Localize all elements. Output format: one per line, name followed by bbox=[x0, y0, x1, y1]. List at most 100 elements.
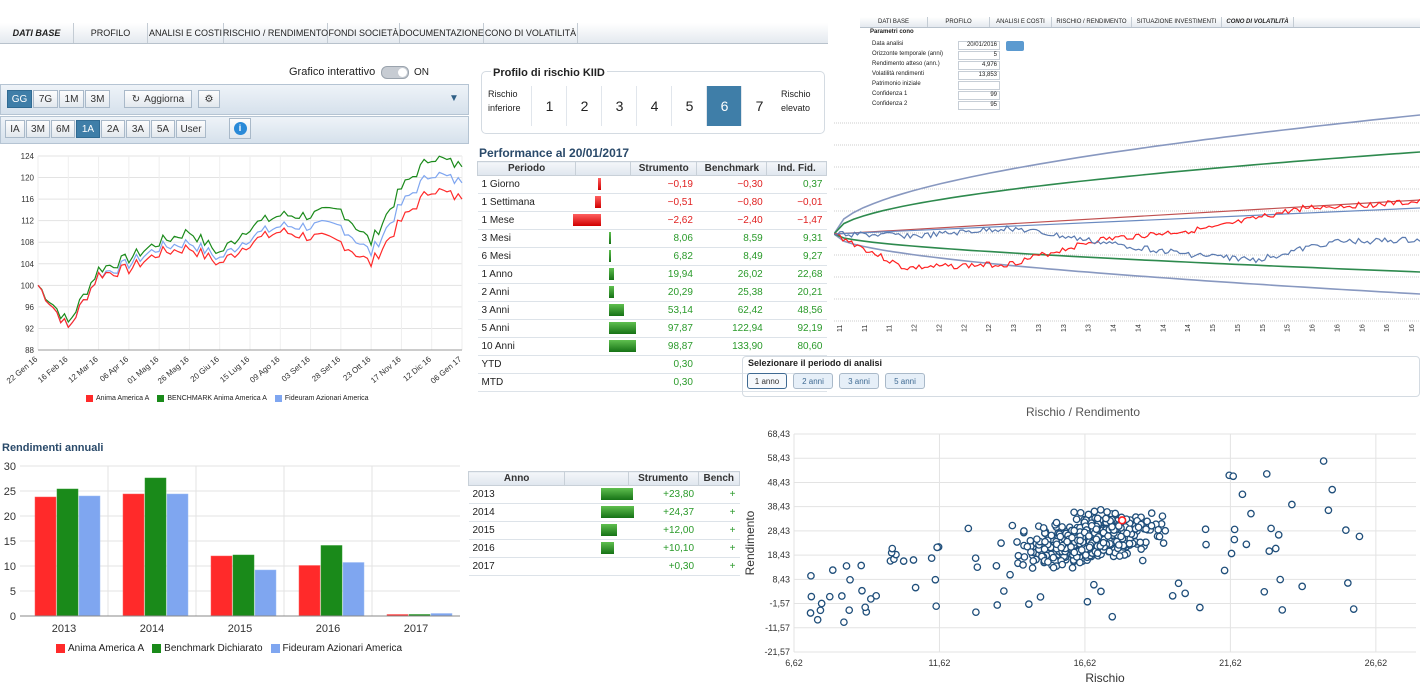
cone-param-value[interactable]: 95 bbox=[958, 101, 1000, 110]
perf-period: 3 Anni bbox=[477, 301, 576, 320]
perf-header: Strumento bbox=[630, 161, 698, 176]
range-button-3m[interactable]: 3M bbox=[26, 120, 50, 138]
annual-year: 2014 bbox=[468, 503, 565, 522]
cone-tab[interactable]: PROFILO bbox=[928, 17, 990, 27]
cone-tab[interactable]: SITUAZIONE INVESTIMENTI bbox=[1132, 17, 1222, 27]
perf-row: 5 Anni 97,87 122,94 92,19 bbox=[477, 319, 827, 338]
main-tab[interactable]: FONDI SOCIETÀ bbox=[328, 23, 400, 43]
range-button-3a[interactable]: 3A bbox=[126, 120, 150, 138]
scatter-point bbox=[933, 543, 941, 552]
range-button-1a[interactable]: 1A bbox=[76, 120, 100, 138]
cone-param-value[interactable]: 13,853 bbox=[958, 71, 1000, 80]
main-tab[interactable]: CONO DI VOLATILITÀ bbox=[484, 23, 578, 43]
perf-index-value: 0,37 bbox=[766, 175, 827, 194]
range-button-2a[interactable]: 2A bbox=[101, 120, 125, 138]
bar-2015-0 bbox=[210, 555, 233, 617]
perf-period: 1 Mese bbox=[477, 211, 576, 230]
line-y-tick: 124 bbox=[21, 152, 35, 161]
cone-x-tick: 14 bbox=[1160, 324, 1167, 332]
period-button-3m[interactable]: 3M bbox=[85, 90, 110, 108]
range-button-user[interactable]: User bbox=[176, 120, 206, 138]
range-button-5a[interactable]: 5A bbox=[151, 120, 175, 138]
scatter-point bbox=[1265, 547, 1274, 555]
bar-chart-legend: Anima America A Benchmark Dichiarato Fideu… bbox=[56, 643, 410, 656]
scatter-point bbox=[1085, 543, 1094, 552]
analysis-period-button[interactable]: 2 anni bbox=[793, 373, 833, 389]
cone-x-tick: 12 bbox=[986, 324, 993, 332]
analysis-period-button[interactable]: 1 anno bbox=[747, 373, 787, 389]
perf-benchmark-value: 133,90 bbox=[696, 337, 767, 356]
annual-header: Strumento bbox=[627, 471, 699, 486]
cone-apply-button[interactable] bbox=[1006, 41, 1024, 51]
line-y-tick: 88 bbox=[25, 346, 34, 355]
main-tab[interactable]: DOCUMENTAZIONE bbox=[399, 23, 484, 43]
analysis-period-button[interactable]: 5 anni bbox=[885, 373, 925, 389]
scatter-point bbox=[1036, 593, 1045, 601]
perf-bar bbox=[572, 214, 601, 226]
scatter-point bbox=[1024, 600, 1033, 608]
line-y-tick: 92 bbox=[25, 324, 34, 333]
scatter-point bbox=[807, 592, 816, 601]
period-button-1m[interactable]: 1M bbox=[59, 90, 84, 108]
info-button[interactable]: i bbox=[229, 118, 251, 139]
main-tab[interactable]: PROFILO bbox=[74, 23, 148, 43]
perf-bar-cell bbox=[575, 319, 637, 338]
interactive-toggle[interactable] bbox=[381, 66, 409, 79]
range-button-ia[interactable]: IA bbox=[5, 120, 25, 138]
cone-tab[interactable]: RISCHIO / RENDIMENTO bbox=[1052, 17, 1132, 27]
bar-y-tick: 15 bbox=[4, 536, 16, 548]
scatter-point bbox=[931, 575, 940, 584]
scatter-point bbox=[1090, 507, 1099, 516]
perf-index-value: 92,19 bbox=[766, 319, 827, 338]
cone-x-tick: 15 bbox=[1210, 324, 1217, 332]
interactive-label: Grafico interattivo bbox=[289, 66, 376, 78]
range-button-6m[interactable]: 6M bbox=[51, 120, 75, 138]
kiid-level-4: 4 bbox=[636, 86, 672, 126]
analysis-period-button[interactable]: 3 anni bbox=[839, 373, 879, 389]
bar-x-tick: 2015 bbox=[228, 623, 252, 635]
kiid-high-label: Rischio elevato bbox=[781, 89, 811, 113]
scatter-x-tick: 16,62 bbox=[1074, 658, 1097, 668]
cone-param-value[interactable]: 5 bbox=[958, 51, 1000, 60]
scatter-point bbox=[1111, 509, 1120, 518]
line-legend-label: Fideuram Azionari America bbox=[284, 395, 369, 402]
cone-param-row: Data analisi 20/01/2016 bbox=[872, 41, 1000, 50]
perf-row: 10 Anni 98,87 133,90 80,60 bbox=[477, 337, 827, 356]
scatter-point bbox=[1230, 535, 1239, 544]
cone-param-value[interactable]: 99 bbox=[958, 91, 1000, 100]
cone-x-tick: 16 bbox=[1359, 324, 1366, 332]
scatter-point bbox=[1090, 580, 1098, 589]
main-tab[interactable]: DATI BASE bbox=[0, 23, 74, 43]
scatter-point bbox=[999, 587, 1008, 595]
scatter-point bbox=[1276, 575, 1285, 584]
annual-header bbox=[564, 471, 629, 486]
main-tab[interactable]: RISCHIO / RENDIMENTO bbox=[223, 23, 328, 43]
period-button-gg[interactable]: GG bbox=[7, 90, 32, 108]
main-tab[interactable]: ANALISI E COSTI bbox=[148, 23, 224, 43]
line-y-tick: 100 bbox=[21, 281, 35, 290]
perf-bar-cell bbox=[575, 283, 631, 302]
scatter-point bbox=[1076, 536, 1084, 545]
cone-param-value[interactable] bbox=[958, 81, 1000, 90]
cone-param-value[interactable]: 20/01/2016 bbox=[958, 41, 1000, 50]
cone-param-value[interactable]: 4,976 bbox=[958, 61, 1000, 70]
scatter-point bbox=[1142, 525, 1150, 534]
scatter-y-tick: 8,43 bbox=[772, 574, 790, 584]
perf-header: Benchmark bbox=[696, 161, 768, 176]
scatter-point bbox=[1076, 558, 1084, 567]
cone-tab[interactable]: CONO DI VOLATILITÀ bbox=[1222, 17, 1294, 27]
settings-button[interactable]: ⚙ bbox=[198, 90, 220, 108]
line-legend-item: Fideuram Azionari America bbox=[274, 395, 369, 402]
scatter-point bbox=[828, 566, 837, 574]
perf-bar bbox=[608, 304, 624, 316]
cone-tab[interactable]: ANALISI E COSTI bbox=[990, 17, 1052, 27]
cone-x-tick: 15 bbox=[1235, 324, 1242, 332]
cone-tab[interactable]: DATI BASE bbox=[860, 17, 928, 27]
period-button-7g[interactable]: 7G bbox=[33, 90, 58, 108]
scatter-point bbox=[1161, 526, 1170, 535]
scatter-point bbox=[1134, 523, 1143, 532]
cone-mid-line bbox=[834, 207, 1420, 235]
annual-bench-value: + bbox=[698, 539, 740, 558]
refresh-button[interactable]: ↻ Aggiorna bbox=[124, 90, 192, 108]
toolbar-dropdown-icon[interactable]: ▼ bbox=[449, 93, 459, 104]
